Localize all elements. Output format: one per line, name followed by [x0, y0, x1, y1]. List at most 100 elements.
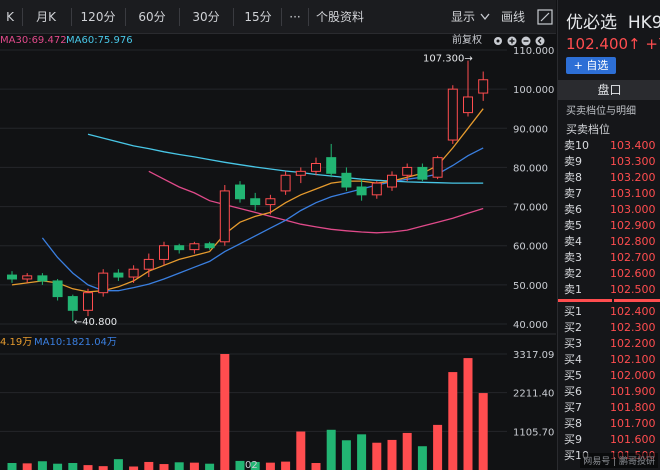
volume-bar [113, 459, 123, 470]
tab-30min[interactable]: 30分 [192, 10, 220, 24]
level-label: 买9 [564, 433, 582, 446]
candle-body [37, 275, 48, 282]
chevron-down-icon[interactable] [480, 13, 490, 21]
candle-body [356, 186, 367, 196]
price-change: +7.7 [645, 35, 660, 53]
bid-row[interactable]: 买8 101.700 [558, 416, 660, 432]
level-label: 卖7 [564, 187, 582, 200]
volume-bar [174, 462, 184, 470]
bid-row[interactable]: 买4 102.100 [558, 352, 660, 368]
candle-body [447, 88, 458, 141]
level-label: 卖10 [564, 139, 589, 152]
volume-bar [144, 461, 154, 470]
tab-company-profile[interactable]: 个股资料 [315, 10, 364, 24]
level-price: 102.500 [610, 283, 656, 296]
candle-body [67, 296, 78, 311]
level-label: 买6 [564, 385, 582, 398]
candle-body [463, 96, 473, 114]
bid-row[interactable]: 买1 102.400 [558, 304, 660, 320]
level-label: 买7 [564, 401, 582, 414]
volume-bar [235, 460, 245, 470]
bid-row[interactable]: 买2 102.300 [558, 320, 660, 336]
ma30-line [148, 170, 484, 234]
volume-bar [387, 439, 397, 470]
ask-row[interactable]: 卖7 103.100 [558, 186, 660, 202]
level-price: 102.100 [610, 353, 656, 366]
level-price: 101.800 [610, 401, 656, 414]
volume-bar [433, 424, 443, 470]
draw-line-button[interactable]: 画线 [500, 10, 525, 24]
ask-row[interactable]: 卖3 102.700 [558, 250, 660, 266]
order-book-title: 买卖档位 [566, 123, 610, 136]
divider [71, 8, 72, 26]
candle-body [478, 79, 489, 94]
bid-row[interactable]: 买5 102.000 [558, 368, 660, 384]
settings-icon[interactable] [493, 36, 503, 46]
zoom-out-icon[interactable] [521, 36, 531, 46]
volume-bar [281, 461, 291, 470]
ask-row[interactable]: 卖9 103.300 [558, 154, 660, 170]
ask-row[interactable]: 卖6 103.000 [558, 202, 660, 218]
level-price: 103.000 [610, 203, 656, 216]
level-price: 101.700 [610, 417, 656, 430]
candle-body [326, 157, 337, 174]
tab-15min[interactable]: 15分 [244, 10, 272, 24]
candle-body [189, 243, 200, 251]
volume-bar [372, 442, 382, 470]
level-label: 卖8 [564, 171, 582, 184]
candle-body [22, 275, 33, 280]
candle-body [387, 174, 397, 188]
bid-row[interactable]: 买3 102.200 [558, 336, 660, 352]
ask-row[interactable]: 卖4 102.800 [558, 234, 660, 250]
tab-60min[interactable]: 60分 [138, 10, 166, 24]
adjust-mode-label[interactable]: 前复权 [452, 35, 482, 46]
fullscreen-icon[interactable] [537, 9, 553, 25]
ma5-line [11, 108, 484, 293]
volume-bar [478, 393, 488, 470]
level-label: 卖5 [564, 219, 582, 232]
level-label: 买8 [564, 417, 582, 430]
low-price-annotation: ←40.800 [74, 317, 117, 328]
more-periods-button[interactable]: ··· [289, 10, 301, 24]
candle-body [159, 245, 169, 260]
volume-bar [37, 461, 47, 470]
tab-order-book[interactable]: 盘口 [558, 80, 660, 100]
display-menu-label[interactable]: 显示 [450, 10, 475, 24]
tab-120min[interactable]: 120分 [80, 10, 116, 24]
level-label: 买1 [564, 305, 582, 318]
ask-row[interactable]: 卖8 103.200 [558, 170, 660, 186]
ma10-line [41, 147, 484, 292]
candle-body [235, 184, 245, 200]
candle-body [311, 163, 321, 172]
high-price-annotation: 107.300→ [423, 54, 473, 65]
bid-row[interactable]: 买9 101.600 [558, 432, 660, 448]
volume-bar [311, 463, 321, 470]
ask-row[interactable]: 卖2 102.600 [558, 266, 660, 282]
scroll-left-icon[interactable] [535, 36, 545, 46]
ask-row[interactable]: 卖10 103.400 [558, 138, 660, 154]
volume-bar [357, 434, 367, 470]
candle-body [143, 258, 154, 270]
bid-row[interactable]: 买7 101.800 [558, 400, 660, 416]
add-watchlist-button[interactable]: + 自选 [566, 57, 616, 74]
level-price: 102.400 [610, 305, 656, 318]
ask-row[interactable]: 卖1 102.500 [558, 282, 660, 298]
tab-month-k[interactable]: 月K [36, 10, 56, 24]
candle-body [113, 272, 124, 278]
candle-body [265, 198, 276, 206]
tab-day-k[interactable]: K [6, 10, 14, 24]
candle-body [98, 272, 109, 294]
volume-bar [53, 463, 63, 470]
volume-tick-label: 1105.70 [513, 427, 554, 438]
price-tick-label: 60.000 [513, 242, 548, 253]
kline-chart[interactable]: 110.000 100.000 90.000 80.000 70.000 60.000 50… [0, 34, 556, 470]
volume-bar [463, 358, 473, 470]
ask-row[interactable]: 卖5 102.900 [558, 218, 660, 234]
candle-body [280, 174, 291, 192]
volume-bar [326, 429, 336, 470]
bid-row[interactable]: 买6 101.900 [558, 384, 660, 400]
volume-bar [296, 431, 306, 470]
zoom-in-icon[interactable] [507, 36, 517, 46]
ma60-value: MA60:75.976 [66, 35, 133, 46]
volume-bar [220, 354, 230, 470]
